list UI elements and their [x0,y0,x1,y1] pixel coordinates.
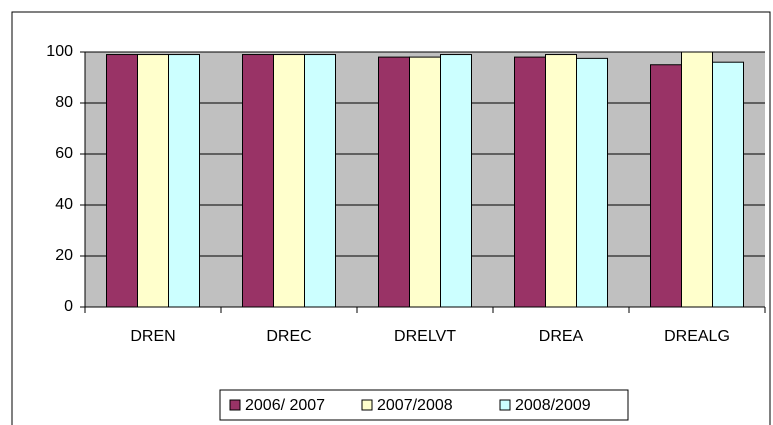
bar [106,54,138,308]
bar [514,56,546,308]
legend-swatch [361,399,373,411]
bar [681,51,713,308]
chart-border [11,11,771,425]
y-tick-label: 60 [55,145,73,162]
bar [137,54,169,308]
y-tick-label: 0 [64,298,73,315]
bar [378,56,410,308]
x-tick-label: DRELVT [394,328,456,345]
bar [273,54,305,308]
y-tick-label: 80 [55,94,73,111]
x-tick-label: DREA [539,328,584,345]
y-tick-label: 20 [55,247,73,264]
x-tick-label: DREN [130,328,175,345]
legend-box [219,389,629,421]
legend-label: 2006/ 2007 [245,397,325,414]
legend-label: 2007/2008 [377,397,453,414]
bar [304,54,336,308]
y-tick-label: 100 [46,43,73,60]
bar [242,54,274,308]
bar [712,61,744,308]
legend-swatch [229,399,241,411]
y-tick-label: 40 [55,196,73,213]
bar [545,54,577,308]
bar [576,57,608,308]
bar [650,64,682,308]
x-tick-label: DREALG [664,328,730,345]
bar [168,54,200,308]
legend-swatch [499,399,511,411]
legend-label: 2008/2009 [515,397,591,414]
x-tick-label: DREC [266,328,311,345]
bar [440,54,472,308]
bar [409,56,441,308]
